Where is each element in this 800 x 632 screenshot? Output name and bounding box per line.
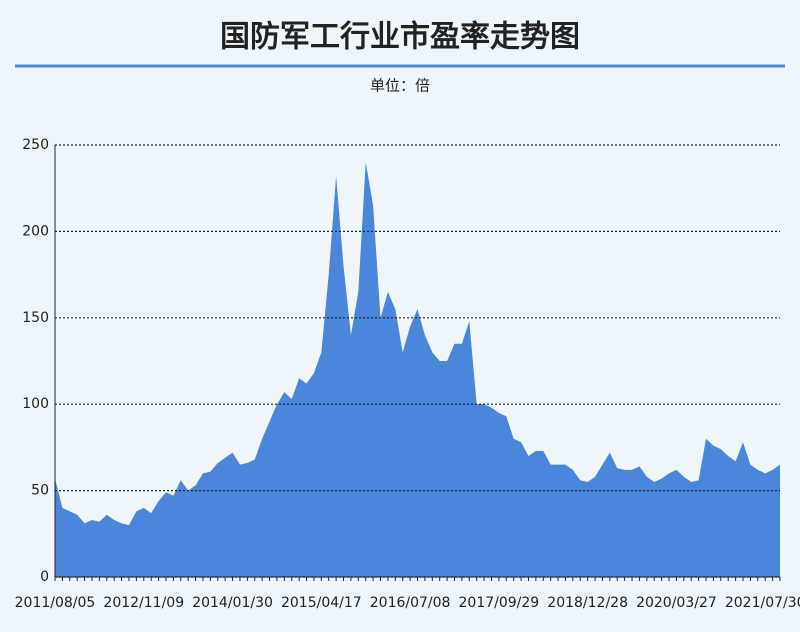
x-tick-label: 2011/08/05 bbox=[15, 595, 96, 611]
x-tick-label: 2012/11/09 bbox=[103, 595, 184, 611]
x-tick-label: 2020/03/27 bbox=[636, 595, 717, 611]
y-tick-label: 100 bbox=[22, 396, 49, 412]
y-tick-label: 0 bbox=[40, 569, 49, 585]
x-tick-label: 2021/07/30 bbox=[725, 595, 800, 611]
y-tick-label: 150 bbox=[22, 310, 49, 326]
y-tick-label: 50 bbox=[31, 483, 49, 499]
y-tick-label: 250 bbox=[22, 137, 49, 153]
subtitle: 单位：倍 bbox=[370, 77, 430, 95]
x-tick-label: 2015/04/17 bbox=[281, 595, 362, 611]
chart-title: 国防军工行业市盈率走势图 bbox=[220, 20, 580, 55]
x-tick-label: 2016/07/08 bbox=[370, 595, 451, 611]
y-tick-label: 200 bbox=[22, 223, 49, 239]
x-tick-label: 2014/01/30 bbox=[192, 595, 273, 611]
x-tick-label: 2018/12/28 bbox=[547, 595, 628, 611]
x-tick-label: 2017/09/29 bbox=[459, 595, 540, 611]
area bbox=[55, 162, 780, 577]
